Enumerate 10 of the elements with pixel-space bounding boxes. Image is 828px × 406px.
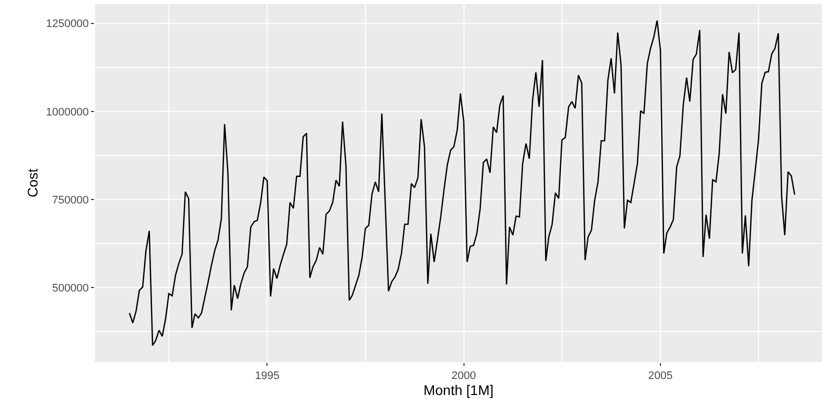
y-tick-label: 1000000: [46, 106, 89, 118]
y-tick-label: 500000: [52, 282, 89, 294]
x-tick-label: 2005: [648, 370, 673, 382]
y-tick-label: 1250000: [46, 18, 89, 30]
y-axis-title: Cost: [24, 168, 41, 198]
x-tick-label: 1995: [254, 370, 280, 382]
y-tick-label: 750000: [52, 194, 89, 206]
line-series: [128, 20, 796, 346]
x-tick-label: 2000: [452, 370, 476, 382]
x-axis-title: Month [1M]: [423, 382, 494, 398]
